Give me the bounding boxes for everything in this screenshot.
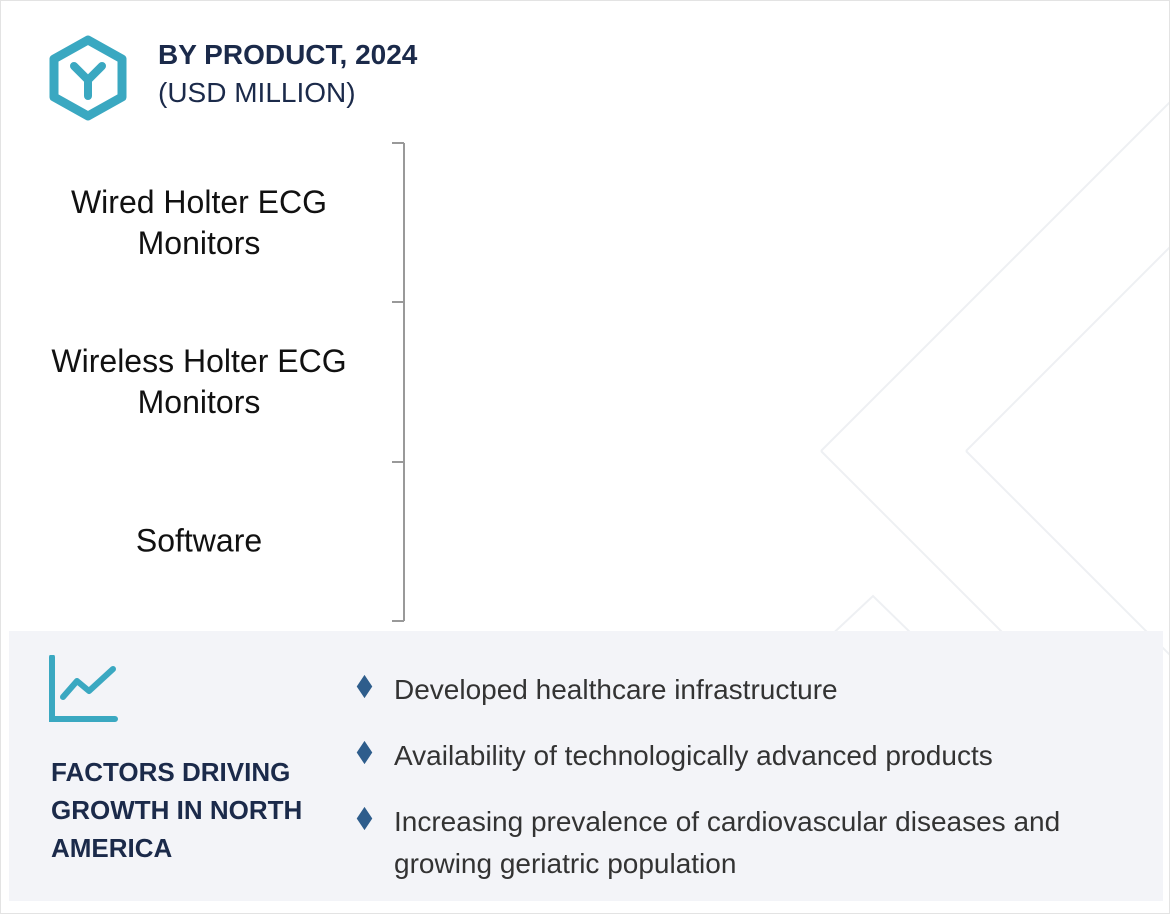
factor-item: Increasing prevalence of cardiovascular … — [356, 801, 1136, 885]
chart-title: BY PRODUCT, 2024 — [158, 39, 418, 70]
factor-item: Developed healthcare infrastructure — [356, 669, 1136, 711]
factor-item: Availability of technologically advanced… — [356, 735, 1136, 777]
category-label: Wireless Holter ECG Monitors — [51, 342, 347, 420]
factors-list: Developed healthcare infrastructure Avail… — [356, 669, 1136, 909]
factors-title: FACTORS DRIVING GROWTH IN NORTH AMERICA — [51, 757, 303, 863]
category-label: Wired Holter ECG Monitors — [70, 183, 328, 261]
logo-icon — [49, 35, 127, 121]
category-label: Software — [135, 522, 263, 559]
category-axis — [392, 142, 405, 622]
growth-icon — [49, 655, 118, 722]
chart-subtitle: (USD MILLION) — [158, 77, 356, 108]
